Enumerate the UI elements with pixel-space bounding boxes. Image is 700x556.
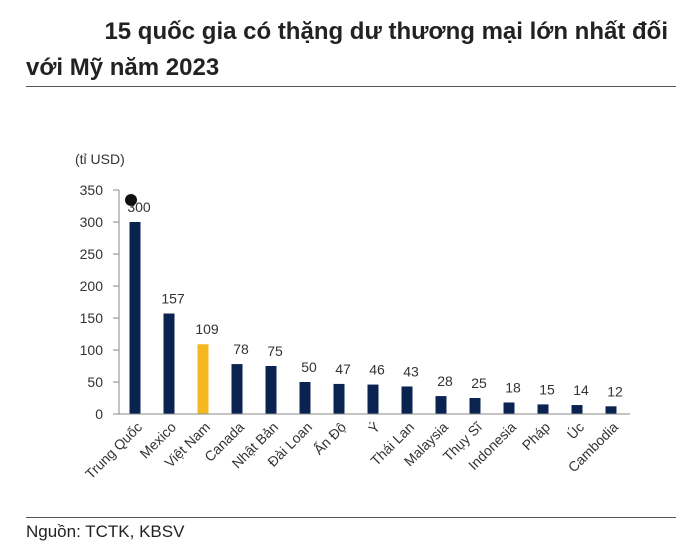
bar bbox=[129, 222, 141, 414]
bar bbox=[231, 364, 243, 414]
bar-value-label: 12 bbox=[607, 383, 623, 399]
bar bbox=[197, 344, 209, 414]
bar bbox=[571, 405, 583, 414]
y-tick-label: 150 bbox=[80, 310, 104, 326]
bottom-divider bbox=[26, 517, 676, 518]
bar bbox=[401, 386, 413, 414]
bar-value-label: 14 bbox=[573, 382, 589, 398]
bar bbox=[333, 383, 345, 414]
bar-value-label: 46 bbox=[369, 362, 385, 378]
bar-value-label: 50 bbox=[301, 359, 317, 375]
bar bbox=[537, 404, 549, 414]
bar bbox=[299, 382, 311, 414]
bar bbox=[605, 406, 617, 414]
bar bbox=[469, 398, 481, 414]
y-tick-label: 350 bbox=[80, 182, 104, 198]
y-axis: 0 50 100 150 200 250 300 350 bbox=[80, 182, 120, 422]
bar-value-label: 28 bbox=[437, 373, 453, 389]
bar bbox=[265, 366, 277, 414]
x-tick-label: Ý bbox=[365, 418, 383, 436]
bar-value-label: 157 bbox=[161, 291, 185, 307]
bar-value-label: 75 bbox=[267, 343, 283, 359]
chart-title: 15 quốc gia có thặng dư thương mại lớn n… bbox=[26, 14, 686, 86]
x-tick-label: Úc bbox=[564, 419, 587, 442]
y-tick-label: 0 bbox=[95, 406, 103, 422]
y-tick-label: 250 bbox=[80, 246, 104, 262]
bar bbox=[367, 384, 379, 414]
bar-value-label: 43 bbox=[403, 363, 419, 379]
bar bbox=[503, 402, 515, 414]
x-tick-label: Pháp bbox=[519, 419, 554, 454]
bar bbox=[163, 313, 175, 414]
cursor-dot-icon bbox=[125, 194, 137, 206]
bar-value-label: 78 bbox=[233, 341, 249, 357]
y-tick-label: 300 bbox=[80, 214, 104, 230]
y-tick-label: 100 bbox=[80, 342, 104, 358]
bar-value-label: 18 bbox=[505, 379, 521, 395]
title-line-1: 15 quốc gia có thặng dư thương mại lớn n… bbox=[104, 18, 668, 45]
source-note: Nguồn: TCTK, KBSV bbox=[26, 522, 185, 541]
bar-value-label: 15 bbox=[539, 381, 555, 397]
unit-label: (tỉ USD) bbox=[75, 151, 125, 167]
bar-chart: (tỉ USD) 0 50 100 150 200 250 300 350 300 157 109… bbox=[75, 151, 630, 482]
top-divider bbox=[26, 86, 676, 87]
bar-value-label: 25 bbox=[471, 375, 487, 391]
bar-value-label: 47 bbox=[335, 361, 351, 377]
bar bbox=[435, 396, 447, 414]
y-tick-label: 200 bbox=[80, 278, 104, 294]
x-tick-label: Ấn Độ bbox=[310, 419, 349, 458]
bar-value-label: 109 bbox=[195, 321, 219, 337]
title-line-2: với Mỹ năm 2023 bbox=[26, 54, 220, 81]
y-tick-label: 50 bbox=[87, 374, 103, 390]
